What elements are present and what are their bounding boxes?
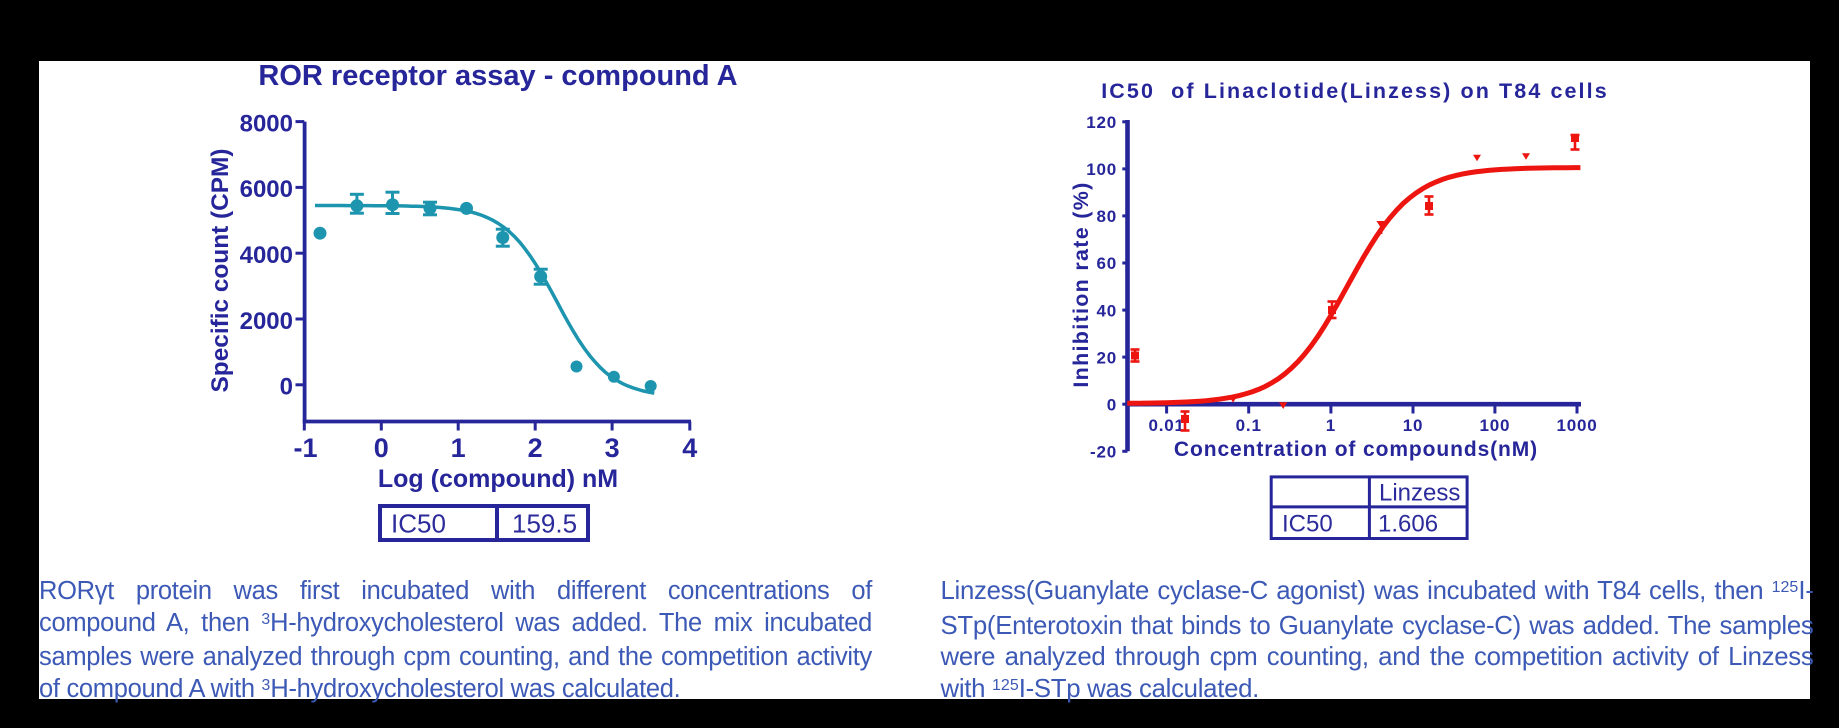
- svg-text:4000: 4000: [240, 242, 293, 269]
- svg-text:10: 10: [1403, 416, 1424, 435]
- svg-text:1: 1: [1326, 416, 1336, 435]
- svg-text:1.606: 1.606: [1378, 511, 1438, 538]
- svg-text:3: 3: [605, 433, 620, 463]
- svg-text:-1: -1: [293, 433, 317, 463]
- svg-text:0: 0: [280, 374, 293, 401]
- svg-text:100: 100: [1086, 160, 1117, 179]
- svg-text:IC50: IC50: [391, 509, 446, 539]
- svg-text:ROR receptor assay - compound: ROR receptor assay - compound A: [258, 60, 737, 92]
- svg-text:0.1: 0.1: [1236, 416, 1262, 435]
- svg-text:Linzess: Linzess: [1379, 480, 1460, 507]
- svg-text:159.5: 159.5: [512, 509, 577, 539]
- svg-text:-20: -20: [1090, 443, 1117, 462]
- svg-text:6000: 6000: [240, 176, 293, 203]
- svg-text:1: 1: [451, 433, 466, 463]
- svg-text:20: 20: [1096, 348, 1117, 367]
- svg-text:0.01: 0.01: [1148, 416, 1184, 435]
- svg-text:100: 100: [1480, 416, 1511, 435]
- svg-text:120: 120: [1086, 113, 1117, 132]
- svg-text:Log (compound) nM: Log (compound) nM: [378, 465, 618, 493]
- svg-text:Concentration of compounds(nM): Concentration of compounds(nM): [1174, 438, 1538, 461]
- svg-text:2000: 2000: [240, 308, 293, 335]
- svg-text:IC50 of Linaclotide(Linzess): IC50 of Linaclotide(Linzess) on T84 cell…: [1101, 79, 1609, 103]
- svg-text:0: 0: [1107, 395, 1117, 414]
- svg-text:0: 0: [374, 433, 389, 463]
- svg-text:80: 80: [1096, 207, 1117, 226]
- svg-text:Inhibition rate (%): Inhibition rate (%): [1069, 181, 1093, 387]
- svg-text:1000: 1000: [1556, 416, 1597, 435]
- svg-text:IC50: IC50: [1282, 511, 1333, 538]
- svg-text:2: 2: [528, 433, 543, 463]
- svg-text:Specific count (CPM): Specific count (CPM): [207, 149, 234, 393]
- svg-text:60: 60: [1096, 254, 1117, 273]
- svg-text:40: 40: [1096, 301, 1117, 320]
- svg-text:4: 4: [682, 433, 697, 463]
- svg-text:8000: 8000: [240, 110, 293, 137]
